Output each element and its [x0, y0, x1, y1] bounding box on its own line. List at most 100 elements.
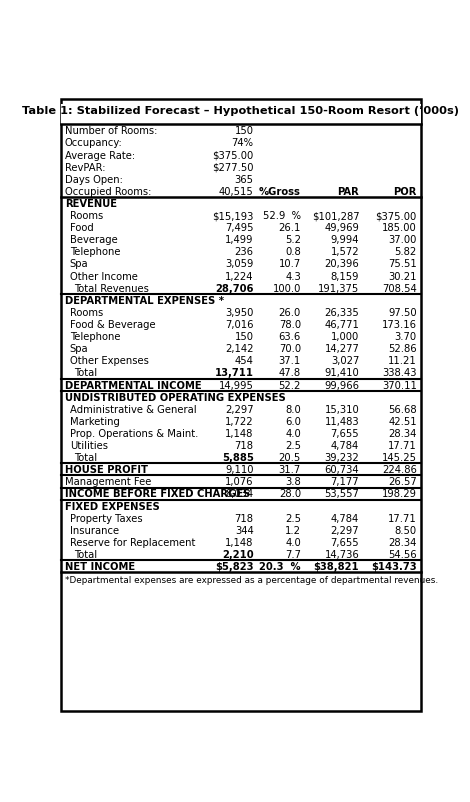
Text: 150: 150 [235, 127, 254, 136]
Text: 7,495: 7,495 [225, 223, 254, 233]
Text: $277.50: $277.50 [212, 163, 254, 172]
Text: REVENUE: REVENUE [65, 199, 117, 209]
Text: 30.21: 30.21 [388, 272, 417, 282]
Text: 11,483: 11,483 [325, 417, 359, 427]
Text: 2,210: 2,210 [222, 550, 254, 560]
Text: Total: Total [74, 368, 97, 379]
Text: Reserve for Replacement: Reserve for Replacement [70, 538, 195, 548]
Text: Occupied Rooms:: Occupied Rooms: [65, 187, 151, 196]
Text: *Departmental expenses are expressed as a percentage of departmental revenues.: *Departmental expenses are expressed as … [65, 576, 438, 585]
Text: 54.56: 54.56 [388, 550, 417, 560]
Text: UNDISTRIBUTED OPERATING EXPENSES: UNDISTRIBUTED OPERATING EXPENSES [65, 393, 286, 403]
Text: 52.9  %: 52.9 % [263, 211, 301, 221]
Text: 28.34: 28.34 [388, 429, 417, 439]
Text: Insurance: Insurance [70, 526, 119, 536]
Text: 91,410: 91,410 [324, 368, 359, 379]
Text: 3,027: 3,027 [331, 356, 359, 367]
Text: Other Expenses: Other Expenses [70, 356, 149, 367]
Text: 97.50: 97.50 [388, 308, 417, 318]
Text: 370.11: 370.11 [382, 380, 417, 391]
Text: 1,148: 1,148 [225, 538, 254, 548]
Text: Rooms: Rooms [70, 308, 103, 318]
Text: HOUSE PROFIT: HOUSE PROFIT [65, 465, 148, 476]
Text: 75.51: 75.51 [388, 260, 417, 269]
Text: 11.21: 11.21 [388, 356, 417, 367]
Text: 4.0: 4.0 [285, 429, 301, 439]
Text: 7.7: 7.7 [285, 550, 301, 560]
Text: Occupancy:: Occupancy: [65, 139, 123, 148]
Text: Total: Total [74, 550, 97, 560]
Text: DEPARTMENTAL INCOME: DEPARTMENTAL INCOME [65, 380, 202, 391]
Text: 15,310: 15,310 [324, 405, 359, 415]
Text: 70.0: 70.0 [279, 344, 301, 354]
Text: 2,297: 2,297 [330, 526, 359, 536]
Text: 8,159: 8,159 [331, 272, 359, 282]
Text: 718: 718 [235, 513, 254, 524]
Text: 74%: 74% [232, 139, 254, 148]
Text: Spa: Spa [70, 344, 88, 354]
Text: 28.0: 28.0 [279, 489, 301, 500]
Text: 17.71: 17.71 [388, 441, 417, 451]
Text: 708.54: 708.54 [382, 284, 417, 294]
Text: 47.8: 47.8 [279, 368, 301, 379]
Text: POR: POR [393, 187, 417, 196]
Text: 454: 454 [235, 356, 254, 367]
Text: 1,722: 1,722 [225, 417, 254, 427]
Text: 26.1: 26.1 [279, 223, 301, 233]
Text: 28,706: 28,706 [215, 284, 254, 294]
Text: $375.00: $375.00 [212, 151, 254, 160]
Text: 20.3  %: 20.3 % [259, 562, 301, 572]
Text: 2,297: 2,297 [225, 405, 254, 415]
Text: 3,950: 3,950 [225, 308, 254, 318]
Text: 2.5: 2.5 [285, 441, 301, 451]
Text: 52.86: 52.86 [388, 344, 417, 354]
Text: Food & Beverage: Food & Beverage [70, 320, 155, 330]
Text: 365: 365 [235, 175, 254, 184]
Text: 1,499: 1,499 [225, 235, 254, 245]
Text: $15,193: $15,193 [212, 211, 254, 221]
Text: 53,557: 53,557 [324, 489, 359, 500]
Text: 99,966: 99,966 [324, 380, 359, 391]
Text: 236: 236 [235, 247, 254, 257]
Text: 185.00: 185.00 [382, 223, 417, 233]
Text: 7,655: 7,655 [330, 538, 359, 548]
Text: 63.6: 63.6 [279, 332, 301, 342]
Text: 39,232: 39,232 [324, 453, 359, 463]
Text: 1.2: 1.2 [285, 526, 301, 536]
Text: Utilities: Utilities [70, 441, 108, 451]
Text: 7,177: 7,177 [330, 477, 359, 488]
Text: 60,734: 60,734 [325, 465, 359, 476]
Text: 52.2: 52.2 [279, 380, 301, 391]
Text: 49,969: 49,969 [324, 223, 359, 233]
Text: 7,655: 7,655 [330, 429, 359, 439]
Text: 1,572: 1,572 [330, 247, 359, 257]
Text: 100.0: 100.0 [273, 284, 301, 294]
Text: Total Revenues: Total Revenues [74, 284, 149, 294]
Text: 145.25: 145.25 [382, 453, 417, 463]
Text: 56.68: 56.68 [388, 405, 417, 415]
Text: 17.71: 17.71 [388, 513, 417, 524]
Text: Days Open:: Days Open: [65, 175, 123, 184]
Text: PAR: PAR [337, 187, 359, 196]
Text: %Gross: %Gross [259, 187, 301, 196]
Text: 9,994: 9,994 [331, 235, 359, 245]
Text: 3.70: 3.70 [395, 332, 417, 342]
Text: Number of Rooms:: Number of Rooms: [65, 127, 157, 136]
Text: 338.43: 338.43 [382, 368, 417, 379]
Text: 26.0: 26.0 [279, 308, 301, 318]
Text: $375.00: $375.00 [376, 211, 417, 221]
Text: Marketing: Marketing [70, 417, 119, 427]
Text: Rooms: Rooms [70, 211, 103, 221]
Text: 37.1: 37.1 [279, 356, 301, 367]
Text: 20,396: 20,396 [324, 260, 359, 269]
Text: 4,784: 4,784 [331, 441, 359, 451]
Text: 224.86: 224.86 [382, 465, 417, 476]
Bar [61, 103, 421, 124]
Text: 8.50: 8.50 [395, 526, 417, 536]
Text: 0.8: 0.8 [285, 247, 301, 257]
Text: 26.57: 26.57 [388, 477, 417, 488]
Text: 14,277: 14,277 [324, 344, 359, 354]
Text: 1,224: 1,224 [225, 272, 254, 282]
Text: 3,059: 3,059 [225, 260, 254, 269]
Text: Table 1: Stabilized Forecast – Hypothetical 150-Room Resort (’000s): Table 1: Stabilized Forecast – Hypotheti… [23, 106, 459, 116]
